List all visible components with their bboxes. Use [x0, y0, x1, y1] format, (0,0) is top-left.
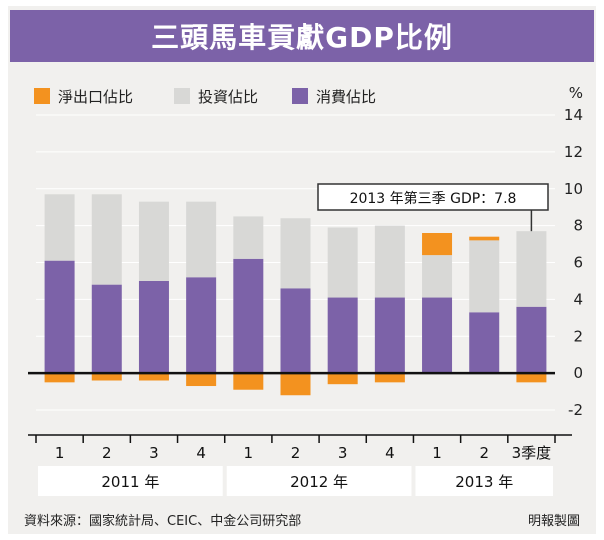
- bar-segment: [233, 216, 264, 259]
- year-label: 2011 年: [101, 473, 159, 491]
- bar-segment: [327, 227, 358, 298]
- x-axis: 1 2 3 4 1 2 3 4 1 2 3季度 2011 年 2012 年 2013 年: [28, 434, 572, 496]
- x-tick-label: 2: [291, 444, 301, 462]
- bar-segment: [186, 201, 217, 278]
- bar-segment: [44, 260, 75, 374]
- bar-segment: [44, 373, 75, 383]
- bar-segment: [233, 373, 264, 390]
- bar-segment: [91, 194, 122, 285]
- annotation-box: [317, 183, 549, 211]
- x-tick-label: 2: [479, 444, 489, 462]
- y-tick-label: 4: [573, 290, 583, 308]
- y-tick-label: 0: [573, 364, 583, 382]
- bar-segment: [186, 277, 217, 374]
- year-label: 2013 年: [455, 473, 513, 491]
- legend-swatch: [292, 88, 308, 104]
- y-tick-label: 12: [564, 143, 583, 161]
- bar-segment: [186, 373, 217, 387]
- bar-segment: [138, 201, 169, 281]
- legend-label: 消費佔比: [316, 88, 376, 106]
- legend-swatch: [34, 88, 50, 104]
- bar-segment: [469, 236, 500, 241]
- bar-segment: [91, 284, 122, 374]
- y-tick-label: 8: [573, 217, 583, 235]
- legend-label: 淨出口佔比: [58, 88, 133, 106]
- bar-segment: [422, 233, 453, 256]
- footer: 資料來源：國家統計局、CEIC、中金公司研究部 明報製圖: [24, 508, 580, 530]
- bar-segment: [516, 231, 547, 307]
- x-tick-label: 4: [385, 444, 395, 462]
- y-tick-label: 10: [564, 180, 583, 198]
- bar-segment: [516, 373, 547, 383]
- bar-segment: [422, 255, 453, 298]
- y-tick-label: 6: [573, 254, 583, 272]
- bar-segment: [374, 373, 405, 383]
- y-tick-label: 2: [573, 327, 583, 345]
- y-unit-label: %: [569, 84, 583, 102]
- year-band: [226, 466, 412, 496]
- y-axis-labels: -2 0 2 4 6 8 10 12 14%: [564, 84, 583, 419]
- x-tick-label: 2: [102, 444, 112, 462]
- bar-segment: [138, 373, 169, 381]
- x-tick-label: 4: [196, 444, 206, 462]
- bar-segment: [280, 288, 311, 374]
- bar-segment: [138, 280, 169, 374]
- annotation: 2013 年第三季 GDP：7.8: [317, 183, 549, 232]
- credit: 明報製圖: [527, 513, 580, 529]
- y-tick-label: -2: [568, 401, 583, 419]
- bar-segment: [91, 373, 122, 381]
- x-tick-label: 1: [244, 444, 254, 462]
- legend-label: 投資佔比: [198, 88, 258, 106]
- bar-segment: [280, 218, 311, 289]
- bar-segment: [327, 297, 358, 374]
- source-note: 資料來源：國家統計局、CEIC、中金公司研究部: [24, 513, 302, 529]
- x-tick-label: 3: [149, 444, 159, 462]
- y-tick-label: 14: [564, 106, 583, 124]
- legend: 淨出口佔比 投資佔比 消費佔比: [34, 88, 376, 106]
- bar-segment: [422, 297, 453, 374]
- year-band: [38, 466, 223, 496]
- x-tick-label: 3季度: [512, 444, 552, 462]
- x-tick-label: 3: [338, 444, 348, 462]
- x-tick-label: 1: [432, 444, 442, 462]
- bars: [28, 194, 555, 396]
- legend-swatch: [174, 88, 190, 104]
- bar-segment: [44, 194, 75, 261]
- bar-segment: [280, 373, 311, 396]
- chart-title: 三頭馬車貢獻GDP比例: [10, 10, 594, 62]
- x-tick-label: 1: [55, 444, 65, 462]
- bar-segment: [516, 306, 547, 374]
- bar-segment: [469, 312, 500, 374]
- year-label: 2012 年: [290, 473, 348, 491]
- annotation-text: 2013 年第三季 GDP：7.8: [350, 190, 517, 207]
- bar-segment: [374, 225, 405, 298]
- bar-segment: [374, 297, 405, 374]
- bar-segment: [327, 373, 358, 385]
- bar-segment: [469, 240, 500, 313]
- bar-segment: [233, 258, 264, 374]
- year-band: [415, 466, 553, 496]
